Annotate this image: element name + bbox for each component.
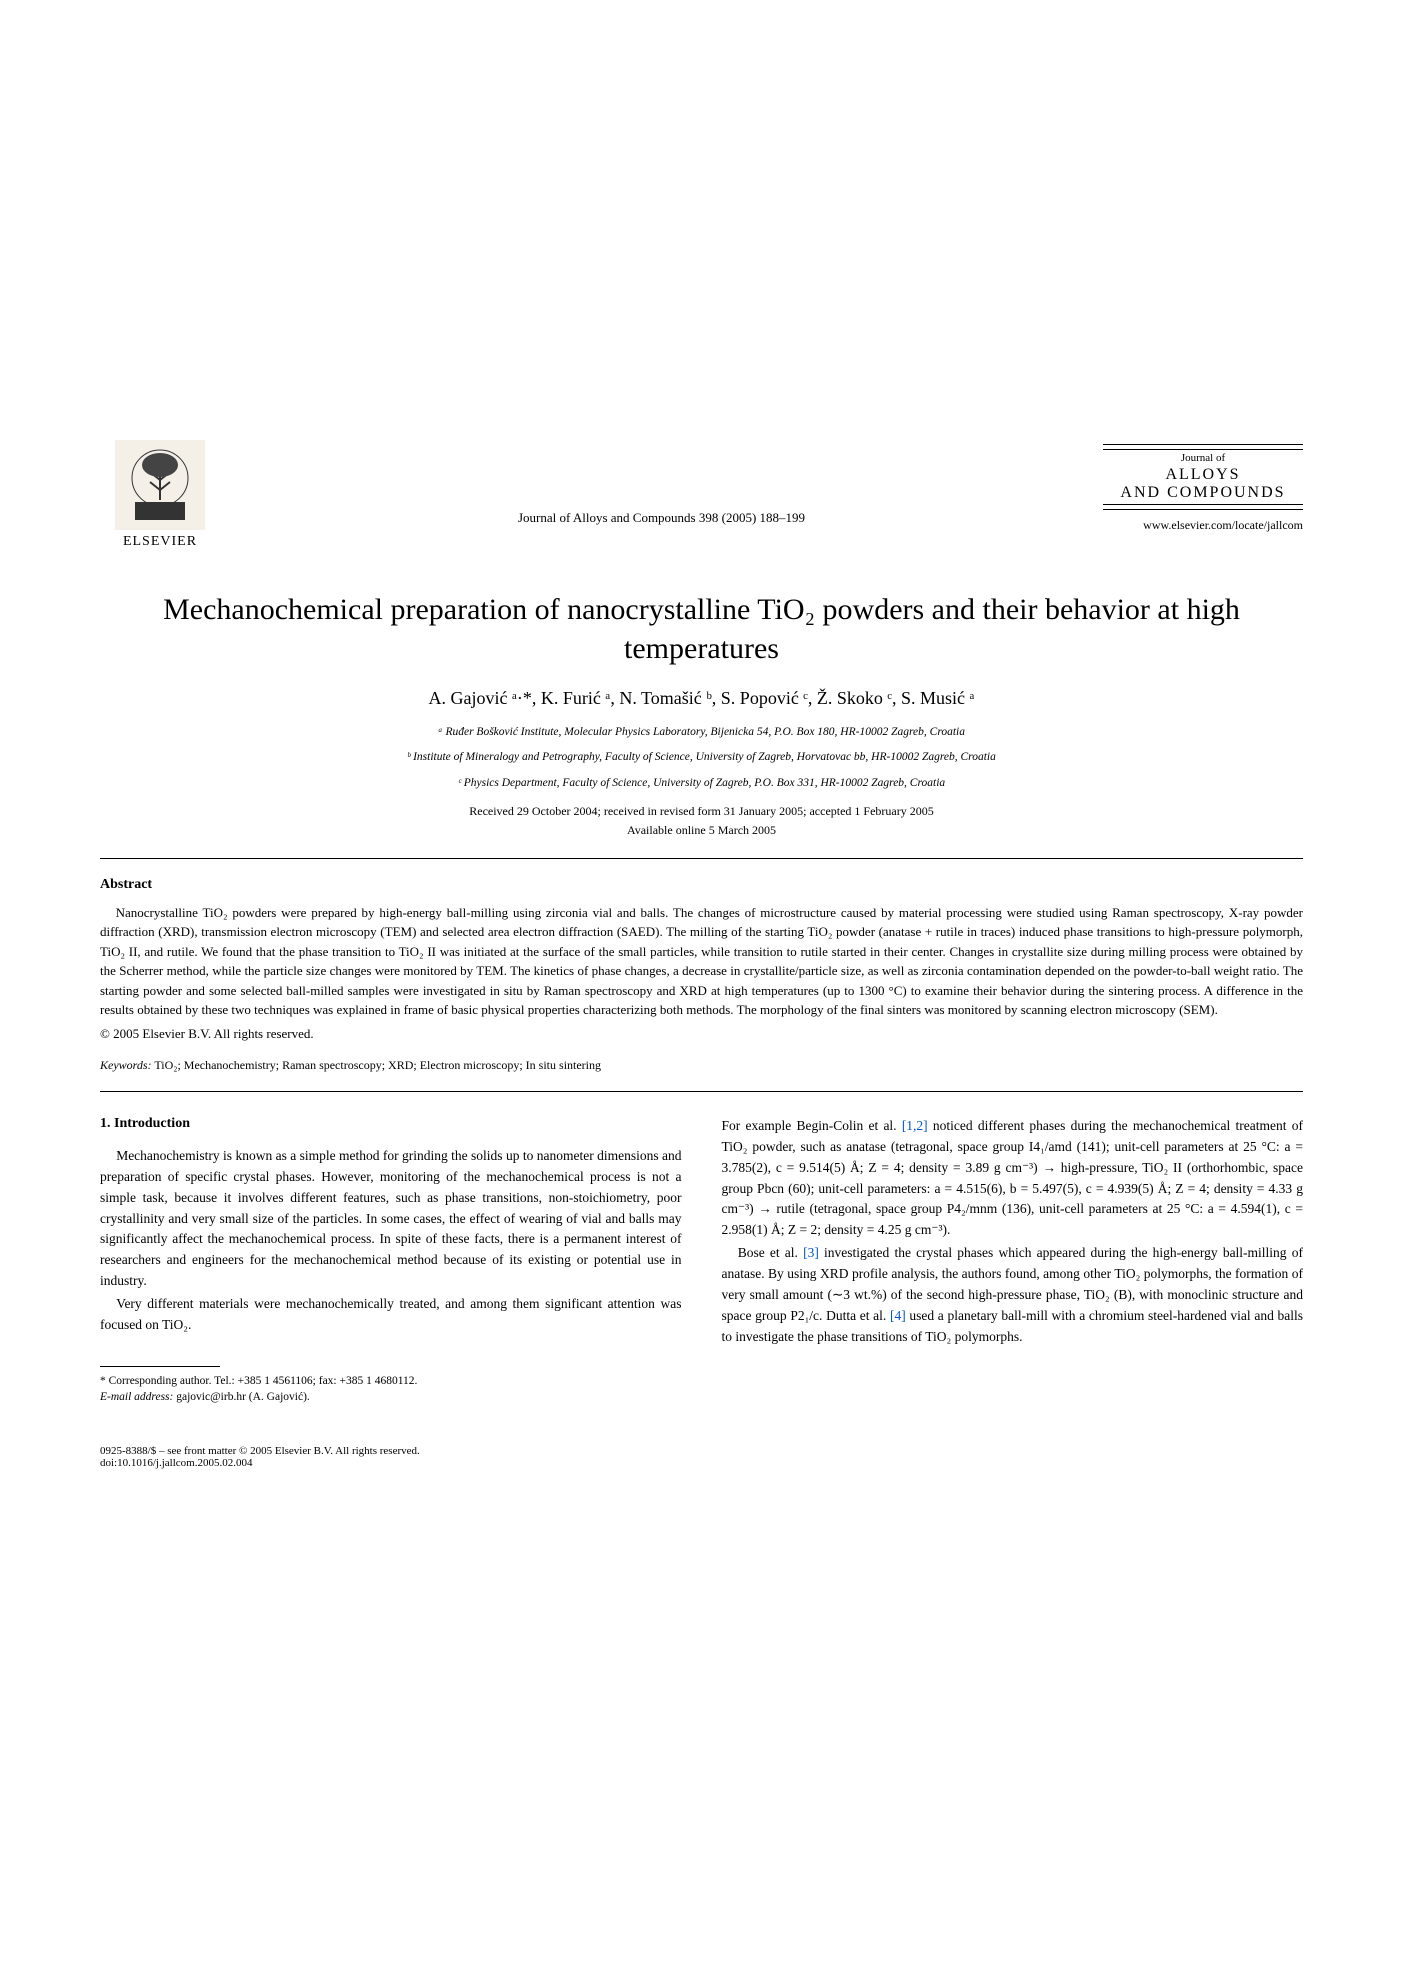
page-footer: 0925-8388/$ – see front matter © 2005 El…	[100, 1445, 1303, 1469]
publisher-block: ELSEVIER	[100, 440, 220, 550]
intro-p3: For example Begin-Colin et al. [1,2] not…	[722, 1116, 1304, 1242]
p4-text-a: Bose et al.	[738, 1245, 803, 1260]
p3-text-b: noticed different phases during the mech…	[722, 1118, 1304, 1238]
intro-heading: 1. Introduction	[100, 1116, 682, 1132]
abstract-copyright: © 2005 Elsevier B.V. All rights reserved…	[100, 1026, 1303, 1042]
journal-main-title: ALLOYS AND COMPOUNDS	[1103, 466, 1303, 502]
received-dates: Received 29 October 2004; received in re…	[100, 804, 1303, 819]
ref-link-3[interactable]: [3]	[803, 1245, 819, 1260]
elsevier-tree-icon	[115, 440, 205, 530]
available-online: Available online 5 March 2005	[100, 823, 1303, 838]
journal-small-line: Journal of	[1103, 452, 1303, 464]
intro-p4: Bose et al. [3] investigated the crystal…	[722, 1243, 1304, 1348]
body-columns: 1. Introduction Mechanochemistry is know…	[100, 1116, 1303, 1405]
left-column: 1. Introduction Mechanochemistry is know…	[100, 1116, 682, 1405]
journal-logo: Journal of ALLOYS AND COMPOUNDS www.else…	[1103, 440, 1303, 533]
journal-website: www.elsevier.com/locate/jallcom	[1103, 518, 1303, 533]
divider	[100, 858, 1303, 859]
footnote-divider	[100, 1366, 220, 1367]
affiliation-c: ᶜ Physics Department, Faculty of Science…	[100, 775, 1303, 792]
corresponding-author: * Corresponding author. Tel.: +385 1 456…	[100, 1373, 682, 1389]
footer-doi: doi:10.1016/j.jallcom.2005.02.004	[100, 1457, 1303, 1469]
abstract-text: Nanocrystalline TiO₂ powders were prepar…	[100, 903, 1303, 1020]
author-list: A. Gajović ᵃ·*, K. Furić ᵃ, N. Tomašić ᵇ…	[100, 688, 1303, 709]
right-column: For example Begin-Colin et al. [1,2] not…	[722, 1116, 1304, 1405]
keywords-label: Keywords:	[100, 1058, 152, 1072]
p3-text-a: For example Begin-Colin et al.	[722, 1118, 902, 1133]
footer-issn: 0925-8388/$ – see front matter © 2005 El…	[100, 1445, 1303, 1457]
page-header: ELSEVIER Journal of Alloys and Compounds…	[100, 440, 1303, 550]
affiliation-a: ᵃ Ruđer Bošković Institute, Molecular Ph…	[100, 724, 1303, 741]
email-address: gajovic@irb.hr (A. Gajović).	[173, 1391, 309, 1403]
divider	[100, 1091, 1303, 1092]
email-line: E-mail address: gajovic@irb.hr (A. Gajov…	[100, 1389, 682, 1405]
ref-link-1-2[interactable]: [1,2]	[902, 1118, 928, 1133]
article-title: Mechanochemical preparation of nanocryst…	[160, 590, 1243, 668]
keywords-text: TiO₂; Mechanochemistry; Raman spectrosco…	[152, 1058, 601, 1072]
keywords-line: Keywords: TiO₂; Mechanochemistry; Raman …	[100, 1058, 1303, 1073]
intro-p2: Very different materials were mechanoche…	[100, 1294, 682, 1336]
affiliation-b: ᵇ Institute of Mineralogy and Petrograph…	[100, 749, 1303, 766]
intro-p1: Mechanochemistry is known as a simple me…	[100, 1146, 682, 1292]
ref-link-4[interactable]: [4]	[890, 1308, 906, 1323]
email-label: E-mail address:	[100, 1391, 173, 1403]
journal-reference: Journal of Alloys and Compounds 398 (200…	[220, 510, 1103, 526]
abstract-heading: Abstract	[100, 877, 1303, 893]
publisher-name: ELSEVIER	[123, 534, 197, 550]
